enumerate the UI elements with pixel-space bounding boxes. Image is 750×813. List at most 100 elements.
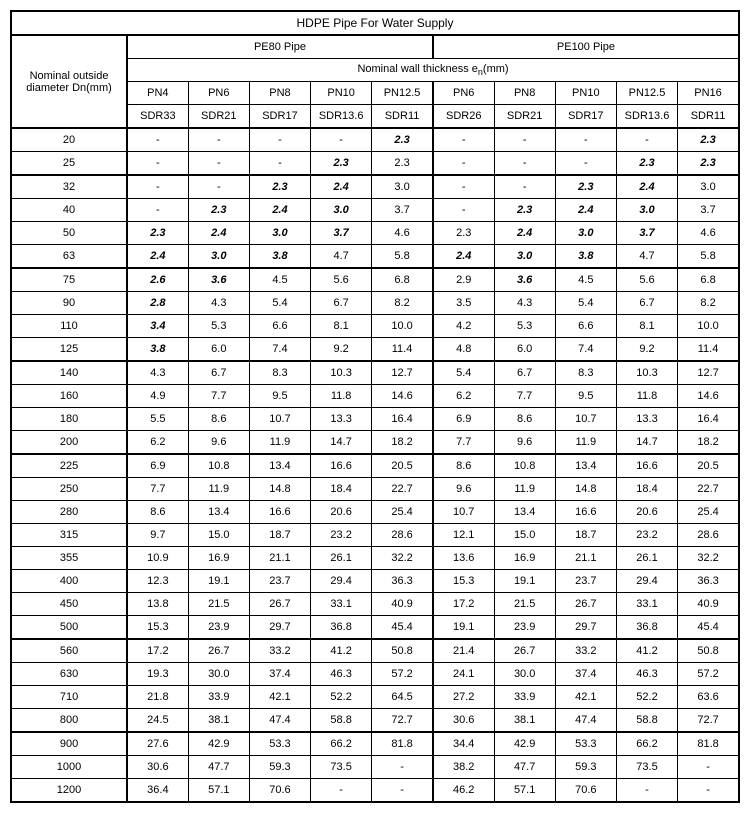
table-row: 1103.45.36.68.110.04.25.36.68.110.0: [11, 315, 739, 338]
value-cell: 10.3: [311, 361, 372, 385]
value-cell: 32.2: [678, 547, 739, 570]
value-cell: 81.8: [678, 732, 739, 756]
sdr-label: SDR26: [433, 105, 494, 129]
table-row: 40012.319.123.729.436.315.319.123.729.43…: [11, 570, 739, 593]
value-cell: 33.2: [555, 639, 616, 663]
value-cell: 30.6: [433, 709, 494, 733]
value-cell: 26.7: [494, 639, 555, 663]
value-cell: 10.0: [372, 315, 433, 338]
value-cell: 13.4: [494, 501, 555, 524]
value-cell: 3.7: [311, 222, 372, 245]
value-cell: 7.7: [494, 385, 555, 408]
value-cell: 26.1: [616, 547, 677, 570]
sdr-label: SDR33: [127, 105, 188, 129]
value-cell: 15.0: [494, 524, 555, 547]
value-cell: -: [127, 199, 188, 222]
value-cell: 8.2: [372, 292, 433, 315]
value-cell: 11.4: [678, 338, 739, 362]
value-cell: 26.7: [188, 639, 249, 663]
value-cell: 23.7: [249, 570, 310, 593]
value-cell: 16.9: [494, 547, 555, 570]
value-cell: 14.7: [311, 431, 372, 455]
diameter-cell: 450: [11, 593, 127, 616]
diameter-cell: 20: [11, 128, 127, 152]
value-cell: 2.4: [311, 175, 372, 199]
value-cell: -: [188, 128, 249, 152]
value-cell: 13.4: [188, 501, 249, 524]
row-header-label: Nominal outside diameter Dn(mm): [11, 35, 127, 128]
value-cell: 4.9: [127, 385, 188, 408]
value-cell: 34.4: [433, 732, 494, 756]
table-title: HDPE Pipe For Water Supply: [11, 11, 739, 35]
value-cell: 5.3: [188, 315, 249, 338]
value-cell: 9.6: [494, 431, 555, 455]
value-cell: 13.4: [555, 454, 616, 478]
value-cell: 42.1: [555, 686, 616, 709]
value-cell: 6.8: [678, 268, 739, 292]
value-cell: 42.1: [249, 686, 310, 709]
table-row: 120036.457.170.6--46.257.170.6--: [11, 779, 739, 803]
value-cell: 27.6: [127, 732, 188, 756]
value-cell: -: [678, 756, 739, 779]
value-cell: 6.7: [494, 361, 555, 385]
value-cell: 3.0: [678, 175, 739, 199]
value-cell: 6.9: [433, 408, 494, 431]
value-cell: 14.8: [555, 478, 616, 501]
value-cell: 38.2: [433, 756, 494, 779]
value-cell: 33.1: [616, 593, 677, 616]
value-cell: 36.8: [311, 616, 372, 640]
value-cell: 3.8: [249, 245, 310, 269]
value-cell: 11.9: [555, 431, 616, 455]
table-row: 2507.711.914.818.422.79.611.914.818.422.…: [11, 478, 739, 501]
diameter-cell: 355: [11, 547, 127, 570]
value-cell: 3.7: [616, 222, 677, 245]
value-cell: 10.3: [616, 361, 677, 385]
value-cell: 16.9: [188, 547, 249, 570]
value-cell: 8.6: [188, 408, 249, 431]
value-cell: 14.6: [372, 385, 433, 408]
value-cell: -: [616, 779, 677, 803]
value-cell: 10.7: [433, 501, 494, 524]
hdpe-pipe-spec-table: HDPE Pipe For Water Supply Nominal outsi…: [10, 10, 740, 803]
value-cell: 33.9: [188, 686, 249, 709]
value-cell: -: [188, 152, 249, 176]
value-cell: 57.1: [494, 779, 555, 803]
value-cell: 5.4: [433, 361, 494, 385]
value-cell: 29.4: [311, 570, 372, 593]
value-cell: -: [127, 128, 188, 152]
value-cell: 4.3: [127, 361, 188, 385]
value-cell: 72.7: [372, 709, 433, 733]
value-cell: 66.2: [616, 732, 677, 756]
value-cell: 50.8: [678, 639, 739, 663]
value-cell: 45.4: [678, 616, 739, 640]
value-cell: 13.3: [616, 408, 677, 431]
value-cell: 3.6: [188, 268, 249, 292]
value-cell: 2.3: [188, 199, 249, 222]
diameter-cell: 280: [11, 501, 127, 524]
value-cell: 23.9: [494, 616, 555, 640]
value-cell: 20.6: [311, 501, 372, 524]
value-cell: 2.4: [616, 175, 677, 199]
value-cell: -: [188, 175, 249, 199]
value-cell: -: [555, 152, 616, 176]
value-cell: 13.3: [311, 408, 372, 431]
value-cell: 29.4: [616, 570, 677, 593]
value-cell: 41.2: [616, 639, 677, 663]
value-cell: 6.9: [127, 454, 188, 478]
pn-label: PN8: [249, 82, 310, 105]
value-cell: 52.2: [616, 686, 677, 709]
value-cell: 16.6: [249, 501, 310, 524]
value-cell: 8.6: [433, 454, 494, 478]
value-cell: -: [372, 756, 433, 779]
table-row: 632.43.03.84.75.82.43.03.84.75.8: [11, 245, 739, 269]
pn-label: PN16: [678, 82, 739, 105]
table-row: 40-2.32.43.03.7-2.32.43.03.7: [11, 199, 739, 222]
value-cell: 2.3: [555, 175, 616, 199]
row-header-line1: Nominal outside: [30, 70, 109, 82]
pn-label: PN10: [555, 82, 616, 105]
sdr-label: SDR13.6: [616, 105, 677, 129]
value-cell: 9.7: [127, 524, 188, 547]
value-cell: -: [433, 152, 494, 176]
value-cell: 7.7: [127, 478, 188, 501]
value-cell: 13.6: [433, 547, 494, 570]
